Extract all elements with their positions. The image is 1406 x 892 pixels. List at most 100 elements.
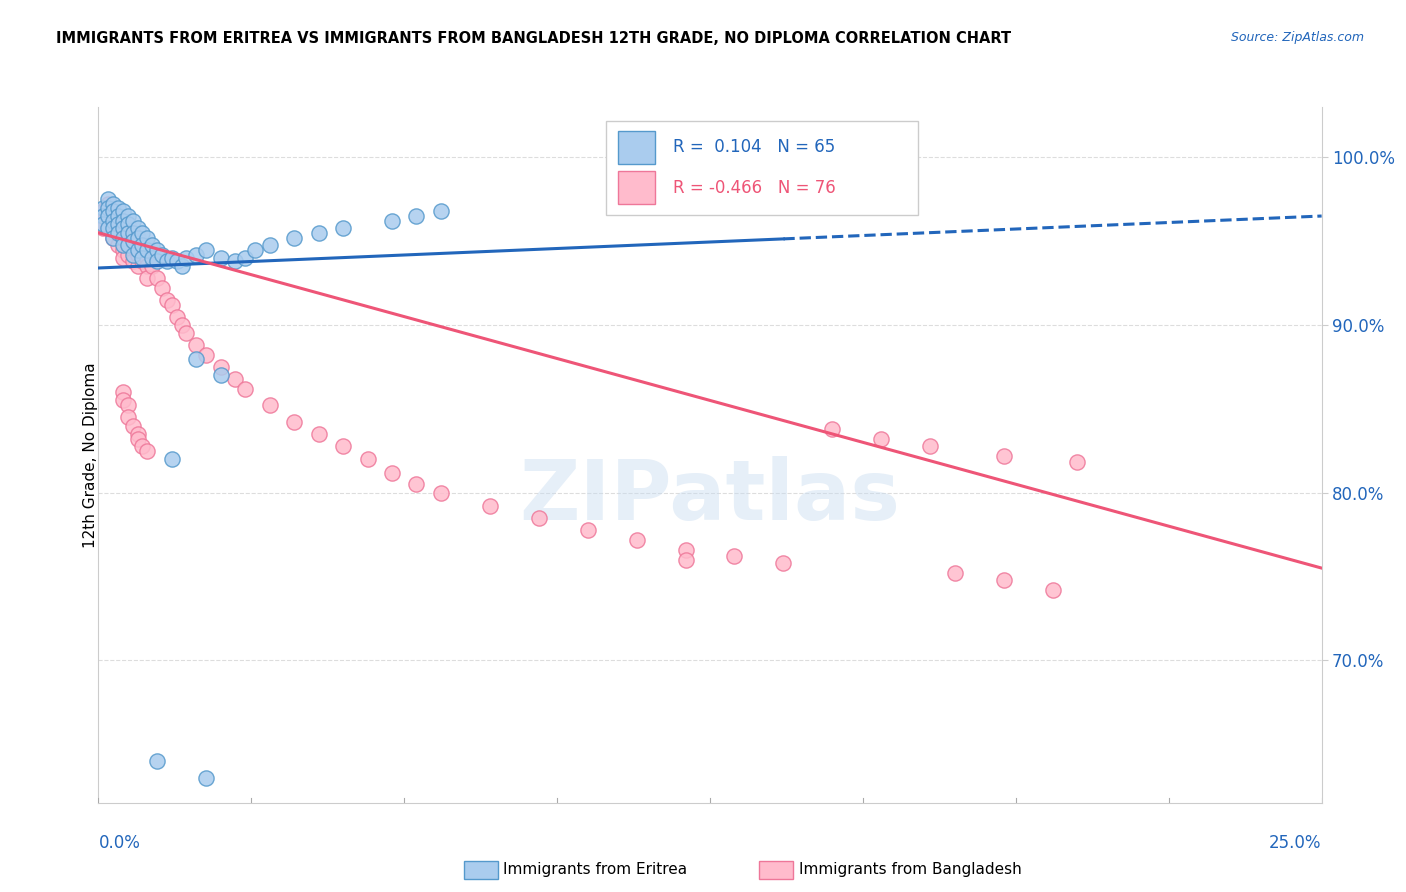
Point [920, 439, 942, 453]
Point [111, 220, 134, 235]
Point [332, 220, 354, 235]
Point [356, 452, 378, 467]
Point [136, 443, 159, 458]
Point [233, 251, 256, 265]
Point [117, 399, 139, 413]
Point [101, 220, 124, 235]
Point [675, 552, 697, 566]
Point [146, 754, 169, 768]
Point [97, 220, 120, 235]
Point [381, 466, 404, 480]
Point [136, 251, 159, 265]
Point [283, 231, 305, 245]
Point [160, 251, 183, 265]
Point [121, 234, 143, 248]
Point [97, 197, 120, 211]
Point [1042, 582, 1064, 597]
Point [111, 251, 134, 265]
FancyBboxPatch shape [619, 131, 655, 164]
Point [111, 393, 134, 408]
Point [107, 237, 129, 252]
Point [186, 338, 208, 352]
Point [117, 410, 139, 425]
Point [430, 485, 453, 500]
Point [97, 192, 120, 206]
Point [209, 251, 232, 265]
FancyBboxPatch shape [619, 171, 655, 204]
Point [121, 254, 143, 268]
Point [381, 214, 404, 228]
Point [186, 351, 208, 366]
Point [993, 449, 1015, 463]
Point [259, 399, 281, 413]
Point [121, 226, 143, 240]
Point [527, 510, 550, 524]
Point [821, 422, 844, 436]
Point [117, 209, 139, 223]
Point [111, 231, 134, 245]
Point [405, 209, 427, 223]
Point [146, 254, 169, 268]
Point [723, 549, 745, 564]
Point [176, 326, 198, 341]
Point [308, 226, 330, 240]
Point [107, 226, 129, 240]
Point [160, 298, 183, 312]
Point [136, 231, 159, 245]
Point [127, 220, 149, 235]
Point [131, 237, 153, 252]
Point [141, 237, 163, 252]
Point [141, 260, 163, 274]
Point [259, 237, 281, 252]
Point [127, 432, 149, 446]
Point [186, 247, 208, 261]
Point [97, 209, 120, 223]
Point [626, 533, 648, 547]
Point [97, 209, 120, 223]
Point [150, 281, 173, 295]
Point [1066, 455, 1088, 469]
Text: Source: ZipAtlas.com: Source: ZipAtlas.com [1230, 31, 1364, 45]
Point [870, 432, 893, 446]
Text: IMMIGRANTS FROM ERITREA VS IMMIGRANTS FROM BANGLADESH 12TH GRADE, NO DIPLOMA COR: IMMIGRANTS FROM ERITREA VS IMMIGRANTS FR… [56, 31, 1011, 46]
Point [136, 271, 159, 285]
Point [405, 477, 427, 491]
Point [91, 220, 114, 235]
Point [131, 243, 153, 257]
Point [111, 220, 134, 235]
Point [107, 201, 129, 215]
Point [111, 385, 134, 400]
Text: R = -0.466   N = 76: R = -0.466 N = 76 [673, 178, 837, 197]
Point [332, 439, 354, 453]
Point [107, 218, 129, 232]
Point [170, 318, 193, 332]
Point [127, 260, 149, 274]
Point [101, 231, 124, 245]
Point [121, 243, 143, 257]
Point [127, 243, 149, 257]
Point [127, 427, 149, 442]
Point [107, 218, 129, 232]
Point [478, 499, 501, 513]
Point [101, 197, 124, 211]
Point [943, 566, 966, 581]
Point [136, 243, 159, 257]
Y-axis label: 12th Grade, No Diploma: 12th Grade, No Diploma [83, 362, 97, 548]
Point [127, 247, 149, 261]
Text: 0.0%: 0.0% [98, 834, 141, 852]
Point [121, 247, 143, 261]
Point [121, 231, 143, 245]
Point [283, 415, 305, 429]
Point [127, 237, 149, 252]
Point [160, 452, 183, 467]
Point [127, 231, 149, 245]
Point [141, 251, 163, 265]
Point [121, 214, 143, 228]
Point [117, 237, 139, 252]
Point [131, 439, 153, 453]
Point [430, 204, 453, 219]
Point [156, 254, 179, 268]
Point [101, 204, 124, 219]
Point [170, 260, 193, 274]
Point [91, 214, 114, 228]
